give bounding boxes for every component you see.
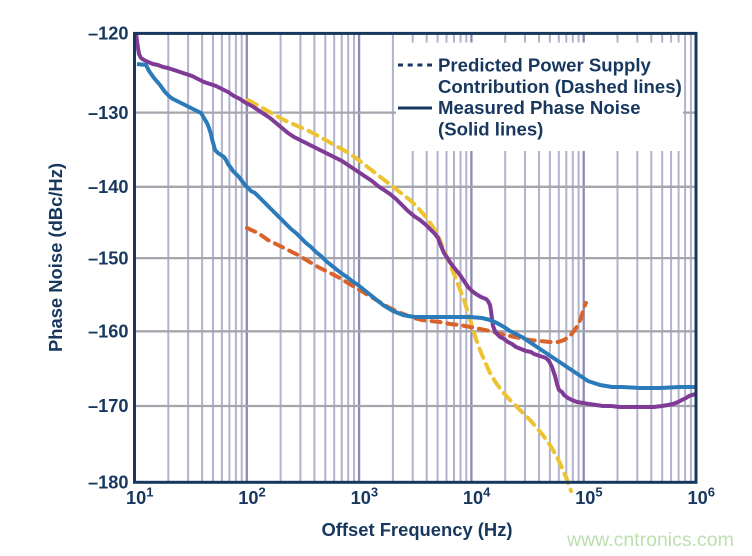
svg-text:–160: –160 (88, 322, 128, 342)
svg-text:–170: –170 (88, 396, 128, 416)
svg-text:–180: –180 (88, 473, 128, 493)
svg-text:Offset Frequency (Hz): Offset Frequency (Hz) (321, 519, 512, 540)
svg-text:–150: –150 (88, 248, 128, 268)
svg-text:Measured Phase Noise: Measured Phase Noise (438, 97, 641, 118)
svg-text:–140: –140 (88, 177, 128, 197)
svg-text:–130: –130 (88, 103, 128, 123)
svg-text:Predicted Power Supply: Predicted Power Supply (438, 55, 652, 76)
svg-text:(Solid lines): (Solid lines) (438, 118, 543, 139)
svg-text:Contribution (Dashed lines): Contribution (Dashed lines) (438, 76, 682, 97)
svg-text:–120: –120 (88, 24, 128, 44)
svg-text:Phase Noise (dBc/Hz): Phase Noise (dBc/Hz) (45, 163, 66, 352)
svg-text:www.cntronics.com: www.cntronics.com (566, 529, 734, 551)
